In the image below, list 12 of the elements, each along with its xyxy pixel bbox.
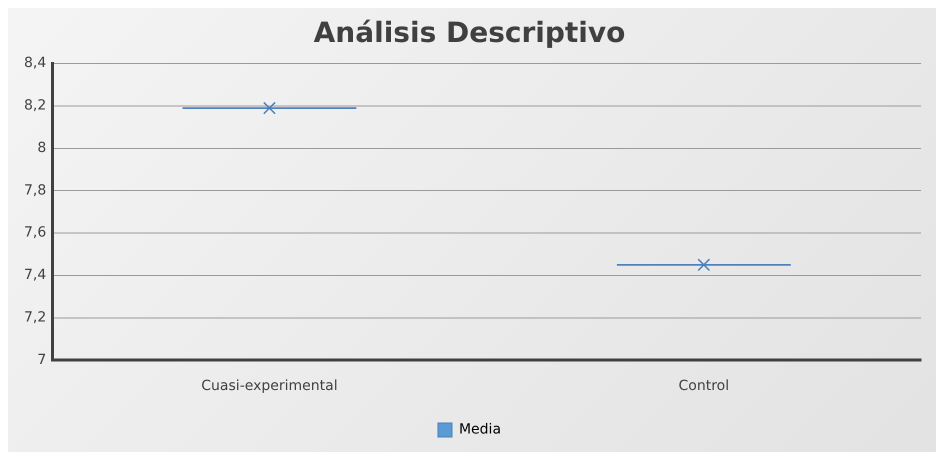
- y-tick-label: 8,2: [24, 98, 46, 114]
- y-tick-label: 7,8: [24, 182, 46, 198]
- x-tick-label: Control: [678, 378, 730, 394]
- y-tick-label: 8,4: [24, 55, 46, 72]
- y-tick-label: 7,4: [24, 267, 46, 284]
- chart-title: Análisis Descriptivo: [314, 16, 626, 50]
- legend-label: Media: [458, 422, 502, 438]
- x-tick-label: Cuasi-experimental: [201, 378, 338, 394]
- y-tick-label: 8: [37, 140, 46, 156]
- y-tick-label: 7,2: [24, 309, 46, 326]
- y-tick-label: 7: [37, 352, 46, 368]
- y-tick-label: 7,6: [24, 224, 46, 241]
